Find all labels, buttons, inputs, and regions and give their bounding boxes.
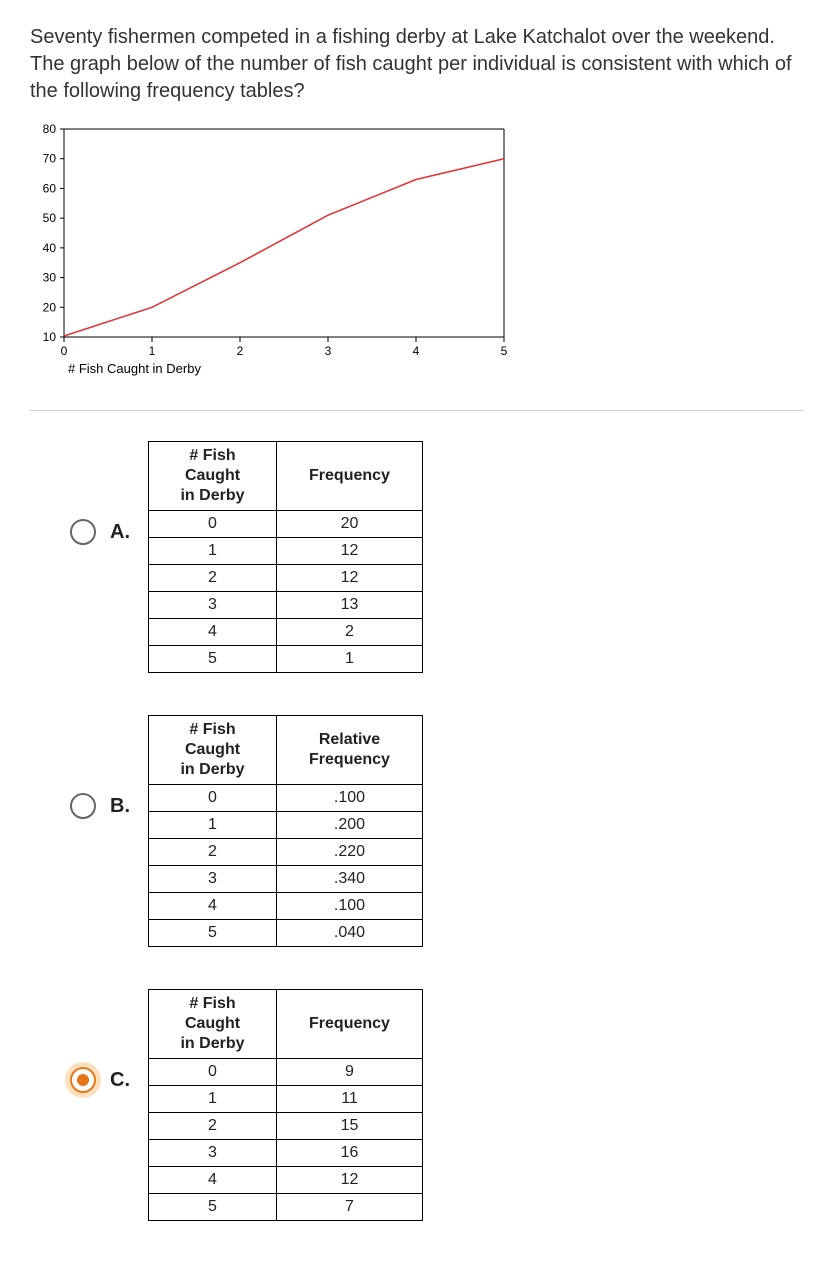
table-header: # FishCaughtin Derby <box>149 990 277 1059</box>
svg-text:20: 20 <box>43 300 57 314</box>
svg-text:30: 30 <box>43 271 57 285</box>
table-cell: 4 <box>149 893 277 920</box>
table-row: 111 <box>149 1086 423 1113</box>
option-radio-label[interactable]: A. <box>70 519 130 545</box>
answer-option: C.# FishCaughtin DerbyFrequency091112153… <box>70 989 804 1221</box>
table-row: 3.340 <box>149 866 423 893</box>
svg-text:80: 80 <box>43 123 57 136</box>
table-row: 57 <box>149 1194 423 1221</box>
table-cell: .200 <box>277 812 423 839</box>
table-header: Frequency <box>277 442 423 511</box>
svg-text:60: 60 <box>43 181 57 195</box>
frequency-table: # FishCaughtin DerbyFrequency02011221231… <box>148 441 423 673</box>
table-cell: .340 <box>277 866 423 893</box>
table-row: 212 <box>149 565 423 592</box>
table-row: 215 <box>149 1113 423 1140</box>
answer-option: B. # FishCaughtin DerbyRelativeFrequency0… <box>70 715 804 947</box>
table-cell: 3 <box>149 592 277 619</box>
divider <box>30 410 804 411</box>
table-row: 020 <box>149 511 423 538</box>
option-radio-label[interactable]: B. <box>70 793 130 819</box>
table-cell: 1 <box>277 646 423 673</box>
table-cell: 3 <box>149 1140 277 1167</box>
table-cell: 9 <box>277 1059 423 1086</box>
table-row: 1.200 <box>149 812 423 839</box>
radio-button[interactable] <box>70 793 96 819</box>
svg-text:1: 1 <box>149 344 156 358</box>
svg-text:50: 50 <box>43 211 57 225</box>
option-radio-label[interactable]: C. <box>70 1067 130 1093</box>
table-cell: 5 <box>149 646 277 673</box>
table-cell: .100 <box>277 893 423 920</box>
table-cell: 4 <box>149 619 277 646</box>
table-row: 09 <box>149 1059 423 1086</box>
table-cell: 2 <box>277 619 423 646</box>
table-cell: 0 <box>149 1059 277 1086</box>
option-letter: C. <box>110 1069 130 1092</box>
chart-container: 10 20 30 40 50 60 70 80 0 1 2 3 4 5 # Fish Caught in D… <box>26 123 804 382</box>
table-header: # FishCaughtin Derby <box>149 716 277 785</box>
table-cell: 16 <box>277 1140 423 1167</box>
table-cell: 1 <box>149 812 277 839</box>
table-row: 42 <box>149 619 423 646</box>
svg-text:10: 10 <box>43 330 57 344</box>
table-cell: 12 <box>277 565 423 592</box>
table-header: Frequency <box>277 990 423 1059</box>
table-cell: 0 <box>149 511 277 538</box>
table-cell: 5 <box>149 920 277 947</box>
table-cell: 12 <box>277 538 423 565</box>
table-header: RelativeFrequency <box>277 716 423 785</box>
table-row: 313 <box>149 592 423 619</box>
table-cell: 1 <box>149 538 277 565</box>
table-row: 0.100 <box>149 785 423 812</box>
table-row: 412 <box>149 1167 423 1194</box>
option-letter: B. <box>110 795 130 818</box>
question-text: Seventy fishermen competed in a fishing … <box>30 24 804 105</box>
table-cell: 4 <box>149 1167 277 1194</box>
table-cell: 11 <box>277 1086 423 1113</box>
table-row: 5.040 <box>149 920 423 947</box>
table-cell: .100 <box>277 785 423 812</box>
table-cell: 5 <box>149 1194 277 1221</box>
frequency-table: # FishCaughtin DerbyRelativeFrequency0.1… <box>148 715 423 947</box>
svg-text:4: 4 <box>413 344 420 358</box>
table-cell: 15 <box>277 1113 423 1140</box>
svg-text:5: 5 <box>501 344 508 358</box>
svg-text:# Fish Caught in Derby: # Fish Caught in Derby <box>68 361 201 376</box>
table-cell: 7 <box>277 1194 423 1221</box>
table-cell: 2 <box>149 839 277 866</box>
table-row: 2.220 <box>149 839 423 866</box>
table-cell: 2 <box>149 565 277 592</box>
table-row: 4.100 <box>149 893 423 920</box>
table-cell: 13 <box>277 592 423 619</box>
table-cell: .040 <box>277 920 423 947</box>
table-cell: 20 <box>277 511 423 538</box>
table-cell: 1 <box>149 1086 277 1113</box>
option-letter: A. <box>110 521 130 544</box>
table-cell: 0 <box>149 785 277 812</box>
table-row: 51 <box>149 646 423 673</box>
answer-option: A.# FishCaughtin DerbyFrequency020112212… <box>70 441 804 673</box>
svg-text:70: 70 <box>43 152 57 166</box>
radio-button[interactable] <box>70 1067 96 1093</box>
frequency-table: # FishCaughtin DerbyFrequency09111215316… <box>148 989 423 1221</box>
table-cell: 2 <box>149 1113 277 1140</box>
table-cell: .220 <box>277 839 423 866</box>
svg-text:2: 2 <box>237 344 244 358</box>
table-cell: 3 <box>149 866 277 893</box>
svg-text:3: 3 <box>325 344 332 358</box>
table-header: # FishCaughtin Derby <box>149 442 277 511</box>
radio-button[interactable] <box>70 519 96 545</box>
cumulative-chart: 10 20 30 40 50 60 70 80 0 1 2 3 4 5 # Fish Caught in D… <box>26 123 512 377</box>
table-row: 316 <box>149 1140 423 1167</box>
svg-text:40: 40 <box>43 241 57 255</box>
table-row: 112 <box>149 538 423 565</box>
table-cell: 12 <box>277 1167 423 1194</box>
svg-text:0: 0 <box>61 344 68 358</box>
